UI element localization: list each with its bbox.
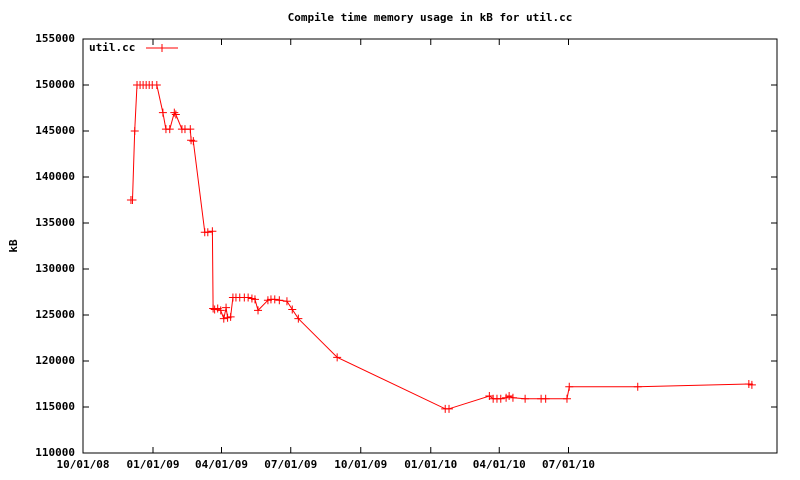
x-tick-label: 10/01/09 (334, 458, 387, 471)
y-tick-label: 125000 (35, 308, 75, 321)
data-point (333, 353, 342, 362)
y-axis-label: kB (7, 239, 20, 253)
y-tick-label: 155000 (35, 32, 75, 45)
y-tick-label: 135000 (35, 216, 75, 229)
data-point (288, 305, 297, 314)
data-point (496, 394, 505, 403)
data-point (294, 314, 303, 323)
data-point (222, 303, 231, 312)
x-tick-label: 07/01/10 (542, 458, 595, 471)
data-line (130, 84, 753, 410)
data-point (219, 314, 228, 323)
y-tick-label: 115000 (35, 400, 75, 413)
data-point (254, 306, 263, 315)
data-point (508, 393, 517, 402)
data-point (565, 382, 574, 391)
data-point (244, 293, 253, 302)
data-point (216, 306, 225, 315)
data-point (562, 394, 571, 403)
x-tick-label: 04/01/10 (473, 458, 526, 471)
data-point (505, 391, 514, 400)
data-point (282, 297, 291, 306)
data-point (633, 382, 642, 391)
x-tick-label: 04/01/09 (195, 458, 248, 471)
data-point (171, 110, 180, 119)
plot-frame (82, 38, 778, 454)
chart-title: Compile time memory usage in kB for util… (288, 11, 573, 24)
data-point (226, 312, 235, 321)
x-tick-label: 07/01/09 (264, 458, 317, 471)
data-point (521, 394, 530, 403)
y-tick-label: 145000 (35, 124, 75, 137)
x-tick-label: 10/01/08 (57, 458, 110, 471)
data-point (189, 137, 198, 146)
data-point (130, 127, 139, 135)
data-point (208, 227, 217, 236)
y-tick-label: 120000 (35, 354, 75, 367)
data-point (170, 108, 179, 117)
legend-label: util.cc (89, 41, 135, 54)
data-point (152, 81, 161, 89)
data-point (270, 295, 279, 304)
data-point (165, 125, 174, 134)
data-point (250, 295, 259, 304)
data-point (158, 108, 167, 117)
data-point (445, 404, 454, 413)
y-tick-label: 150000 (35, 78, 75, 91)
x-tick-label: 01/01/09 (127, 458, 180, 471)
legend-point (158, 44, 166, 52)
data-point (186, 125, 195, 134)
data-point (541, 394, 550, 403)
x-tick-label: 01/01/10 (404, 458, 457, 471)
data-point (128, 196, 137, 204)
y-tick-label: 140000 (35, 170, 75, 183)
data-point (747, 380, 756, 389)
data-point (275, 296, 284, 305)
y-tick-label: 130000 (35, 262, 75, 275)
data-point (203, 228, 212, 237)
y-tick-label: 110000 (35, 446, 75, 459)
